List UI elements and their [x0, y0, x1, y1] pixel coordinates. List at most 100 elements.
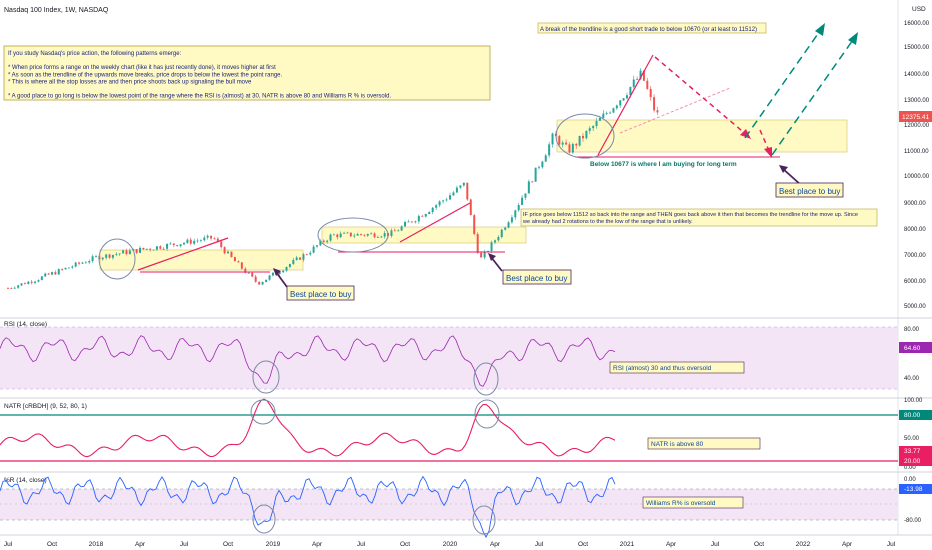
candle-body: [10, 288, 13, 289]
time-tick-label: Jul: [357, 541, 366, 548]
trendline-2020: [399, 202, 471, 243]
candle-body: [37, 280, 40, 282]
time-tick-label: 2021: [620, 541, 635, 548]
currency-label: USD: [912, 6, 926, 13]
candle-body: [410, 221, 413, 223]
best-place-label-2020: Best place to buy: [502, 269, 572, 285]
candle-body: [233, 257, 236, 262]
candle-body: [490, 242, 493, 252]
best-place-text-2020: Best place to buy: [506, 274, 567, 283]
candle-body: [407, 221, 410, 223]
intro-line: * When price forms a range on the weekly…: [8, 65, 276, 71]
if-price-line: IF price goes below 11512 so back into t…: [523, 212, 858, 218]
candle-body: [227, 251, 229, 254]
williams-r-pane[interactable]: %R (14, close) Williams R% is oversold 0…: [0, 475, 932, 539]
candle-body: [254, 276, 257, 282]
rsi-circle-2018: [252, 360, 280, 394]
candle-body: [349, 232, 352, 237]
natr-note: NATR is above 80: [651, 441, 704, 448]
candle-body: [376, 237, 379, 238]
candle-body: [34, 281, 37, 283]
short-trade-text: A break of the trendline is a good short…: [540, 27, 757, 33]
candle-body: [278, 272, 281, 274]
candle-body: [551, 133, 554, 145]
candle-body: [268, 275, 271, 280]
candle-body: [494, 240, 496, 243]
candle-body: [629, 86, 632, 96]
candle-body: [61, 269, 64, 270]
candle-body: [145, 248, 148, 250]
wr-note: Williams R% is oversold: [646, 500, 716, 507]
candle-body: [462, 182, 465, 186]
best-place-text-2018: Best place to buy: [290, 290, 351, 299]
wr-title: %R (14, close): [4, 477, 47, 484]
candle-body: [122, 250, 125, 254]
candle-body: [380, 236, 383, 238]
candle-body: [455, 187, 458, 193]
candle-body: [449, 195, 451, 200]
wr-circle-2018: [252, 504, 276, 534]
candle-body: [571, 143, 574, 153]
short-trade-note: A break of the trendline is a good short…: [537, 22, 767, 34]
candle-body: [108, 254, 111, 258]
price-axis[interactable]: 16000.00 15000.00 14000.00 13000.00 12000.00…: [904, 21, 930, 310]
time-tick-label: 2019: [266, 541, 281, 548]
candle-body: [473, 215, 476, 235]
candle-body: [88, 261, 91, 263]
candle-body: [169, 243, 172, 245]
time-tick-label: Apr: [312, 541, 323, 548]
natr-circle-2020: [474, 399, 500, 429]
buy-arrows: [273, 165, 802, 288]
best-place-label-2018: Best place to buy: [286, 285, 355, 301]
candle-body: [125, 250, 128, 255]
time-tick-label: 2020: [443, 541, 458, 548]
rsi-tick-40: 40.00: [904, 376, 920, 382]
price-tick-label: 11000.00: [904, 149, 929, 155]
candle-body: [54, 272, 57, 275]
natr-pane[interactable]: NATR [cRBDH] (9, 52, 80, 1) NATR is abov…: [0, 398, 932, 471]
candle-body: [561, 142, 564, 145]
price-tick-label: 12000.00: [904, 123, 930, 129]
price-tick-label: 8000.00: [904, 227, 926, 233]
candle-body: [452, 192, 455, 196]
candle-body: [565, 142, 568, 145]
candle-body: [261, 282, 264, 285]
candle-body: [541, 161, 544, 168]
natr-title: NATR [cRBDH] (9, 52, 80, 1): [4, 403, 87, 410]
natr-lower-badge: 20.00: [904, 458, 921, 465]
time-tick-label: Oct: [578, 541, 588, 548]
time-axis[interactable]: Jul Oct 2018 Apr Jul Oct 2019 Apr Jul Oct 2020 Apr J…: [4, 541, 896, 548]
intro-line: * As soon as the trendline of the upward…: [8, 72, 282, 78]
price-tick-label: 16000.00: [904, 21, 930, 27]
candle-body: [466, 182, 469, 200]
candle-body: [183, 242, 185, 245]
natr-tick-50: 50.00: [904, 436, 920, 442]
candle-body: [312, 246, 315, 253]
candle-body: [23, 283, 26, 285]
candle-body: [598, 117, 601, 121]
natr-value: 33.77: [904, 448, 921, 455]
candle-body: [424, 214, 427, 217]
candle-body: [162, 248, 165, 250]
candle-body: [95, 256, 97, 257]
candle-body: [309, 252, 312, 255]
candle-body: [595, 120, 598, 127]
svg-text:12375.41: 12375.41: [902, 114, 929, 121]
candle-body: [417, 215, 420, 222]
candle-body: [615, 105, 618, 109]
candle-body: [115, 254, 118, 256]
candle-body: [139, 247, 141, 253]
candle-body: [186, 239, 189, 243]
if-price-note: IF price goes below 11512 so back into t…: [520, 208, 878, 227]
range-circle-2018: [98, 238, 136, 280]
rsi-pane[interactable]: RSI (14, close) RSI (almost) 30 and thus…: [0, 321, 932, 396]
candle-body: [152, 249, 155, 251]
symbol-title: Nasdaq 100 Index, 1W, NASDAQ: [4, 7, 109, 14]
candle-body: [649, 88, 652, 98]
candle-body: [390, 230, 393, 236]
price-tick-label: 10000.00: [904, 174, 930, 180]
candle-body: [469, 199, 472, 216]
intro-note: If you study Nasdaq's price action, the …: [3, 45, 491, 101]
candle-body: [421, 215, 424, 217]
